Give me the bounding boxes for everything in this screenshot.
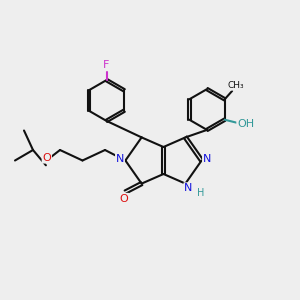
Text: O: O (42, 153, 51, 163)
Text: N: N (184, 183, 193, 193)
Text: F: F (103, 60, 110, 70)
Text: H: H (197, 188, 205, 198)
Text: N: N (116, 154, 124, 164)
Text: O: O (119, 194, 128, 204)
Text: CH₃: CH₃ (228, 81, 244, 90)
Text: OH: OH (237, 119, 254, 129)
Text: N: N (203, 154, 211, 164)
